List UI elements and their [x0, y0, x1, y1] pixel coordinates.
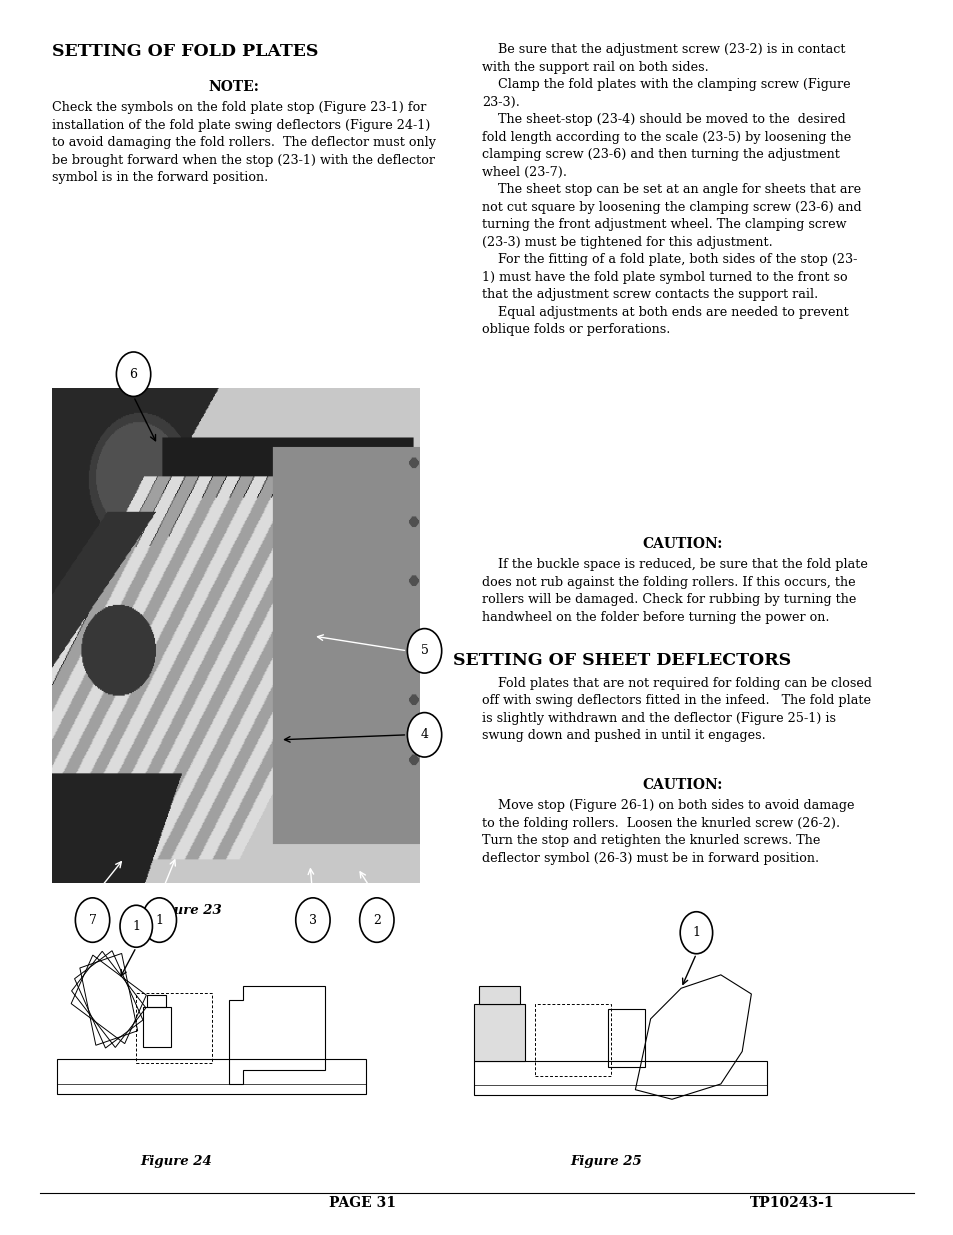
Bar	[473, 1061, 766, 1095]
Text: Figure 24: Figure 24	[140, 1155, 213, 1168]
Circle shape	[679, 911, 712, 953]
Text: Move stop (Figure 26-1) on both sides to avoid damage
to the folding rollers.  L: Move stop (Figure 26-1) on both sides to…	[481, 799, 853, 864]
Text: 2: 2	[373, 914, 380, 926]
Text: Check the symbols on the fold plate stop (Figure 23-1) for
installation of the f: Check the symbols on the fold plate stop…	[52, 101, 436, 184]
Text: Figure 25: Figure 25	[569, 1155, 641, 1168]
Text: Fold plates that are not required for folding can be closed
off with swing defle: Fold plates that are not required for fo…	[481, 677, 871, 742]
Text: PAGE 31: PAGE 31	[329, 1197, 395, 1210]
Text: TP10243-1: TP10243-1	[749, 1197, 833, 1210]
Text: 4: 4	[420, 729, 428, 741]
Text: 3: 3	[309, 914, 316, 926]
Text: CAUTION:: CAUTION:	[641, 778, 721, 792]
Circle shape	[407, 713, 441, 757]
Text: 1: 1	[155, 914, 163, 926]
Text: If the buckle space is reduced, be sure that the fold plate
does not rub against: If the buckle space is reduced, be sure …	[481, 558, 866, 624]
Text: 1: 1	[132, 920, 140, 932]
Bar	[534, 1004, 610, 1077]
Circle shape	[116, 352, 151, 396]
Text: Be sure that the adjustment screw (23-2) is in contact
with the support rail on : Be sure that the adjustment screw (23-2)…	[481, 43, 861, 336]
Circle shape	[120, 905, 152, 947]
Bar	[607, 1009, 644, 1067]
Bar	[473, 1004, 525, 1061]
Text: CAUTION:: CAUTION:	[641, 537, 721, 551]
Bar	[136, 993, 212, 1062]
Bar	[147, 995, 166, 1008]
Bar	[57, 1058, 366, 1094]
Text: NOTE:: NOTE:	[208, 80, 259, 94]
Text: SETTING OF FOLD PLATES: SETTING OF FOLD PLATES	[52, 43, 318, 61]
Circle shape	[359, 898, 394, 942]
Text: 7: 7	[89, 914, 96, 926]
Text: Figure 23: Figure 23	[150, 904, 222, 918]
Circle shape	[142, 898, 176, 942]
Text: 5: 5	[420, 645, 428, 657]
Circle shape	[75, 898, 110, 942]
Bar	[143, 1008, 171, 1047]
Circle shape	[295, 898, 330, 942]
Circle shape	[407, 629, 441, 673]
Bar	[478, 987, 519, 1004]
Text: 6: 6	[130, 368, 137, 380]
Text: SETTING OF SHEET DEFLECTORS: SETTING OF SHEET DEFLECTORS	[453, 652, 790, 669]
Text: 1: 1	[692, 926, 700, 940]
